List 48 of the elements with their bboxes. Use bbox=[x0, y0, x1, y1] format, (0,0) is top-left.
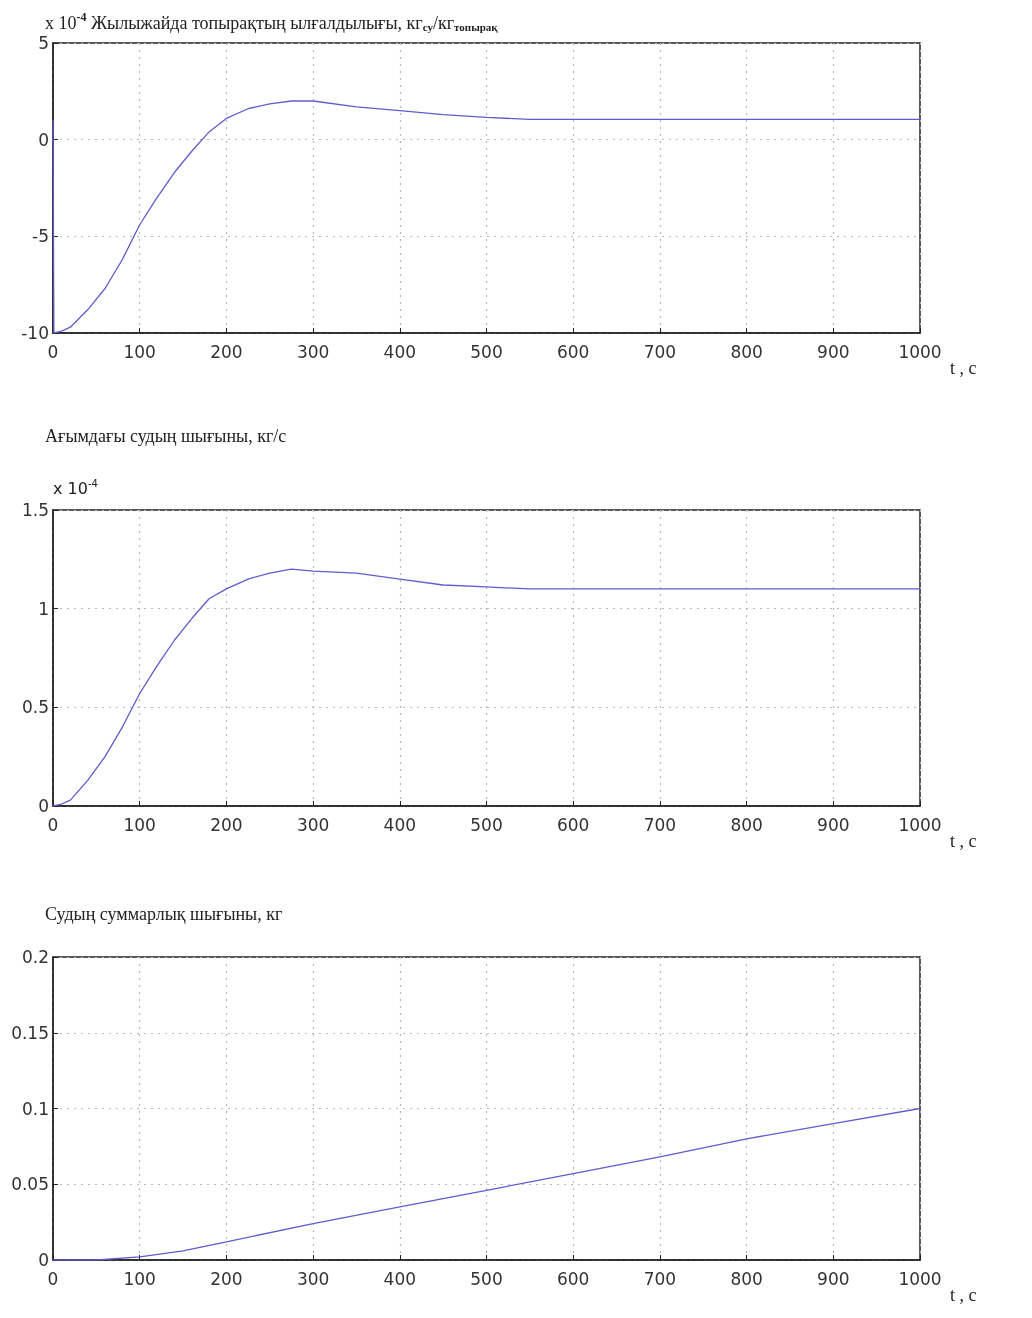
x-axis-title: t , c bbox=[950, 831, 977, 851]
y-tick-label: 0.05 bbox=[11, 1174, 49, 1195]
x-tick-label: 500 bbox=[470, 1268, 503, 1289]
x-tick-label: 900 bbox=[817, 1268, 850, 1289]
y-tick-label: 1.5 bbox=[21, 500, 49, 520]
x-tick-label: 100 bbox=[123, 341, 156, 362]
y-tick-label: 0 bbox=[38, 129, 49, 150]
y-tick-label: 0.15 bbox=[11, 1022, 49, 1043]
x-tick-label: 1000 bbox=[898, 814, 942, 835]
y-tick-label: 0 bbox=[38, 1250, 49, 1270]
y-tick-label: 1 bbox=[38, 598, 49, 619]
x-tick-label: 900 bbox=[817, 341, 850, 362]
x-tick-label: 600 bbox=[556, 814, 590, 835]
y-tick-label: 0.5 bbox=[21, 697, 49, 718]
y-tick-label: 0 bbox=[38, 796, 49, 816]
x-tick-label: 700 bbox=[643, 341, 677, 362]
x-tick-label: 200 bbox=[210, 814, 243, 835]
x-tick-label: 300 bbox=[296, 341, 330, 362]
y-tick-label: -10 bbox=[21, 323, 49, 343]
x-axis-title: t , c bbox=[950, 1285, 977, 1305]
x-tick-label: 200 bbox=[210, 1268, 243, 1289]
x-axis-title: t , c bbox=[950, 358, 977, 378]
y-tick-label: -5 bbox=[32, 226, 49, 247]
x-tick-label: 500 bbox=[470, 341, 503, 362]
x-tick-label: 400 bbox=[383, 814, 417, 835]
chart-title: Судың суммарлық шығыны, кг bbox=[45, 904, 283, 924]
x-tick-label: 600 bbox=[556, 341, 590, 362]
x-tick-label: 800 bbox=[730, 341, 763, 362]
x-tick-label: 1000 bbox=[898, 1268, 942, 1289]
x-tick-label: 700 bbox=[643, 1268, 677, 1289]
x-tick-label: 400 bbox=[383, 1268, 417, 1289]
x-tick-label: 300 bbox=[296, 814, 330, 835]
x-tick-label: 500 bbox=[470, 814, 503, 835]
x-tick-label: 600 bbox=[556, 1268, 590, 1289]
x-tick-label: 800 bbox=[730, 1268, 763, 1289]
x-tick-label: 100 bbox=[123, 814, 156, 835]
x-tick-label: 100 bbox=[123, 1268, 156, 1289]
x-tick-label: 800 bbox=[730, 814, 763, 835]
y-tick-label: 5 bbox=[38, 33, 49, 53]
y-tick-label: 0.1 bbox=[21, 1098, 49, 1119]
x-tick-label: 700 bbox=[643, 814, 677, 835]
x-tick-label: 1000 bbox=[898, 341, 942, 362]
x-tick-label: 200 bbox=[210, 341, 243, 362]
x-tick-label: 400 bbox=[383, 341, 417, 362]
chart-title: Ағымдағы судың шығыны, кг/с bbox=[45, 426, 287, 446]
x-tick-label: 900 bbox=[817, 814, 850, 835]
x-tick-label: 300 bbox=[296, 1268, 330, 1289]
y-tick-label: 0.2 bbox=[21, 947, 49, 967]
